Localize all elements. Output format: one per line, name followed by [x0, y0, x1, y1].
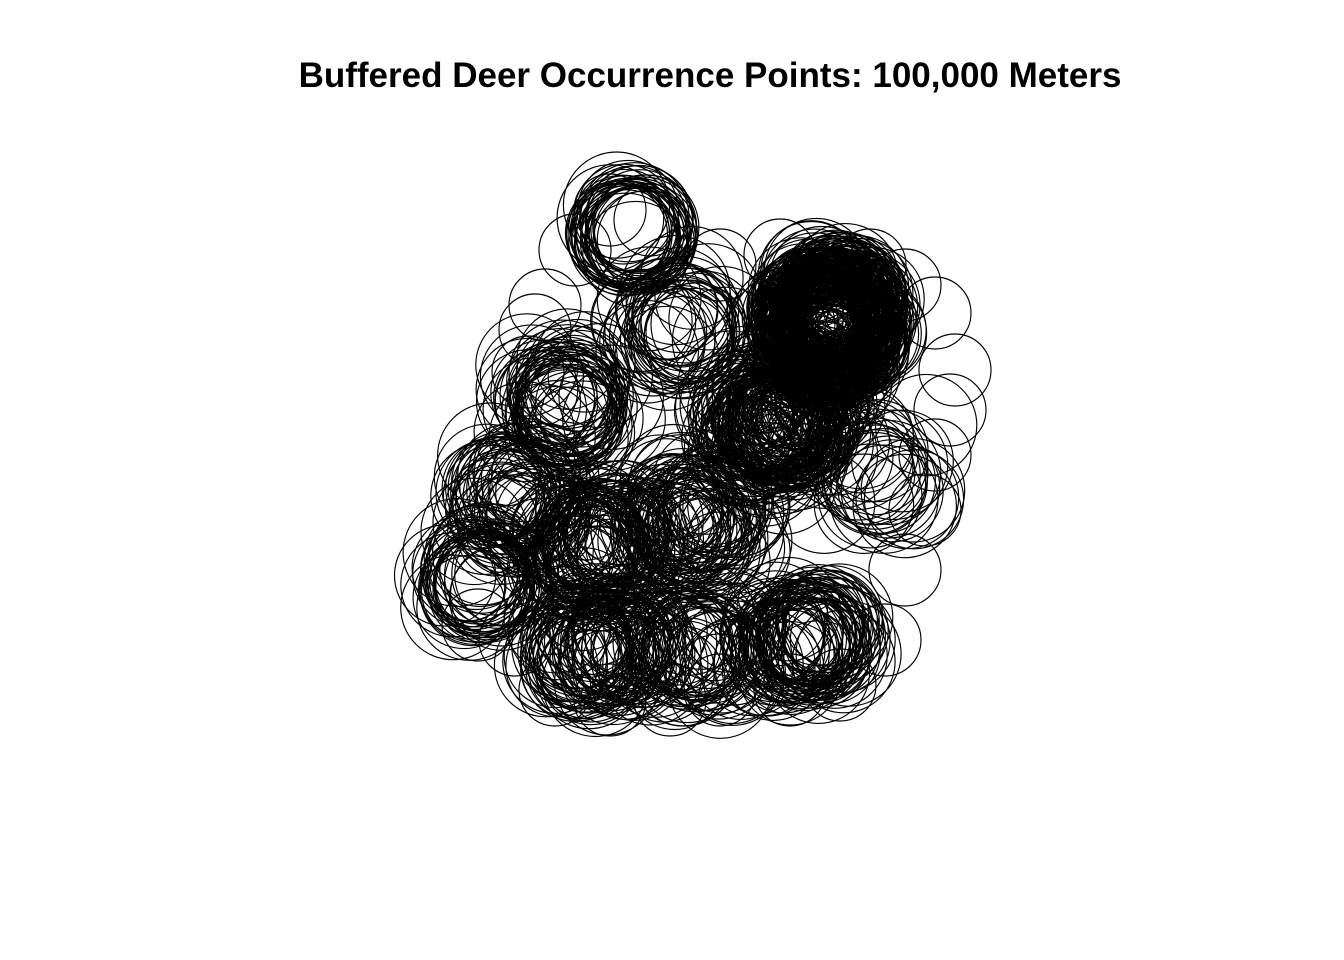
- buffer-circles: [393, 151, 992, 739]
- plot-title: Buffered Deer Occurrence Points: 100,000…: [298, 56, 1122, 95]
